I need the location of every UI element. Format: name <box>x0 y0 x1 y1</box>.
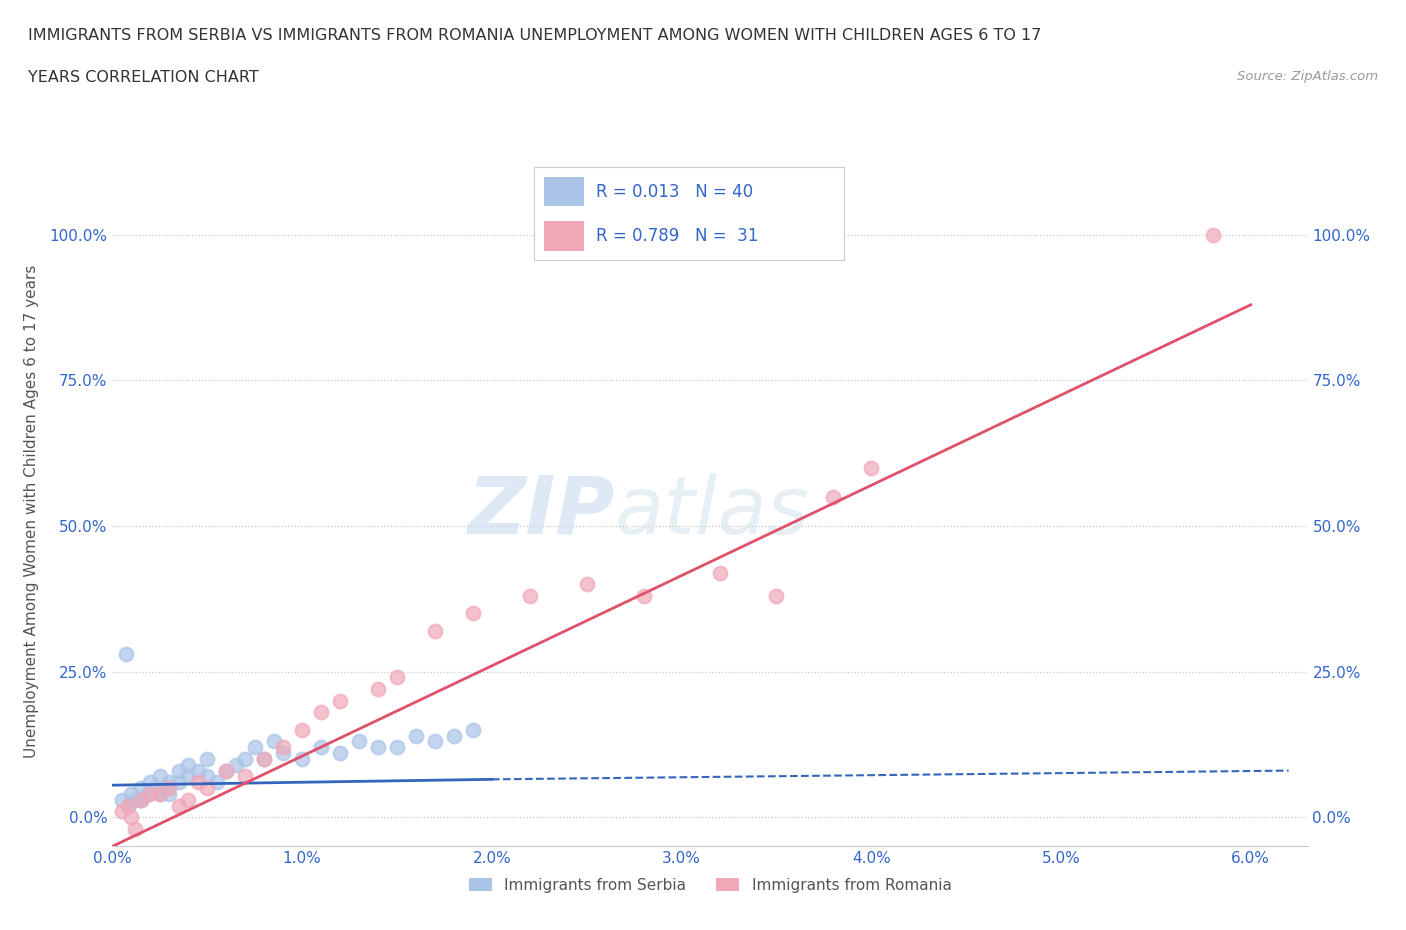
Point <box>1202 228 1225 243</box>
Point <box>129 780 152 795</box>
Point <box>149 787 172 802</box>
Point <box>367 740 389 755</box>
Point <box>423 734 446 749</box>
Text: atlas: atlas <box>614 472 810 551</box>
Point <box>633 589 655 604</box>
Point <box>139 787 162 802</box>
Point <box>263 734 285 749</box>
Point <box>120 810 142 825</box>
Point <box>385 670 408 684</box>
Point <box>461 723 484 737</box>
Point <box>309 740 332 755</box>
Point <box>195 769 218 784</box>
Text: IMMIGRANTS FROM SERBIA VS IMMIGRANTS FROM ROMANIA UNEMPLOYMENT AMONG WOMEN WITH : IMMIGRANTS FROM SERBIA VS IMMIGRANTS FRO… <box>28 28 1042 43</box>
Legend: Immigrants from Serbia, Immigrants from Romania: Immigrants from Serbia, Immigrants from … <box>463 871 957 899</box>
Point <box>143 780 166 795</box>
Text: ZIP: ZIP <box>467 472 614 551</box>
Point <box>253 751 276 766</box>
Point <box>347 734 370 749</box>
Point <box>195 780 218 795</box>
Point <box>423 623 446 638</box>
Point <box>519 589 541 604</box>
Point <box>114 646 136 661</box>
Point <box>167 775 190 790</box>
Point <box>149 769 172 784</box>
Point <box>117 798 139 813</box>
Text: R = 0.789   N =  31: R = 0.789 N = 31 <box>596 227 758 246</box>
Point <box>329 693 352 708</box>
Point <box>405 728 427 743</box>
Point <box>215 764 238 778</box>
Point <box>129 792 152 807</box>
Point <box>860 460 883 475</box>
Point <box>157 787 180 802</box>
Point <box>157 775 180 790</box>
Bar <box>544 221 583 251</box>
Point <box>149 787 172 802</box>
Point <box>575 577 598 591</box>
Point <box>215 764 238 778</box>
Point <box>120 787 142 802</box>
Point <box>243 740 266 755</box>
Text: YEARS CORRELATION CHART: YEARS CORRELATION CHART <box>28 70 259 85</box>
Point <box>195 751 218 766</box>
Point <box>291 723 314 737</box>
Point <box>111 792 134 807</box>
Point <box>117 798 139 813</box>
Point <box>187 764 209 778</box>
Point <box>205 775 228 790</box>
Y-axis label: Unemployment Among Women with Children Ages 6 to 17 years: Unemployment Among Women with Children A… <box>24 265 38 758</box>
Bar <box>544 177 583 206</box>
Point <box>225 757 247 772</box>
Point <box>187 775 209 790</box>
Point <box>124 792 146 807</box>
Point <box>155 780 177 795</box>
Point <box>309 705 332 720</box>
Point <box>367 682 389 697</box>
Point <box>709 565 731 580</box>
Point <box>111 804 134 818</box>
Text: Source: ZipAtlas.com: Source: ZipAtlas.com <box>1237 70 1378 83</box>
Point <box>139 775 162 790</box>
Point <box>823 489 845 504</box>
Text: R = 0.013   N = 40: R = 0.013 N = 40 <box>596 182 754 201</box>
Point <box>233 751 256 766</box>
Point <box>271 746 294 761</box>
Point <box>157 780 180 795</box>
Point <box>177 757 200 772</box>
Point <box>177 769 200 784</box>
Point <box>443 728 465 743</box>
Point <box>124 821 146 836</box>
Point <box>167 798 190 813</box>
Point <box>291 751 314 766</box>
Point <box>167 764 190 778</box>
Point <box>271 740 294 755</box>
Point <box>461 606 484 621</box>
Point <box>129 792 152 807</box>
Point <box>253 751 276 766</box>
Point <box>233 769 256 784</box>
Point <box>385 740 408 755</box>
Point <box>329 746 352 761</box>
Point <box>135 787 157 802</box>
Point <box>765 589 787 604</box>
Point <box>177 792 200 807</box>
